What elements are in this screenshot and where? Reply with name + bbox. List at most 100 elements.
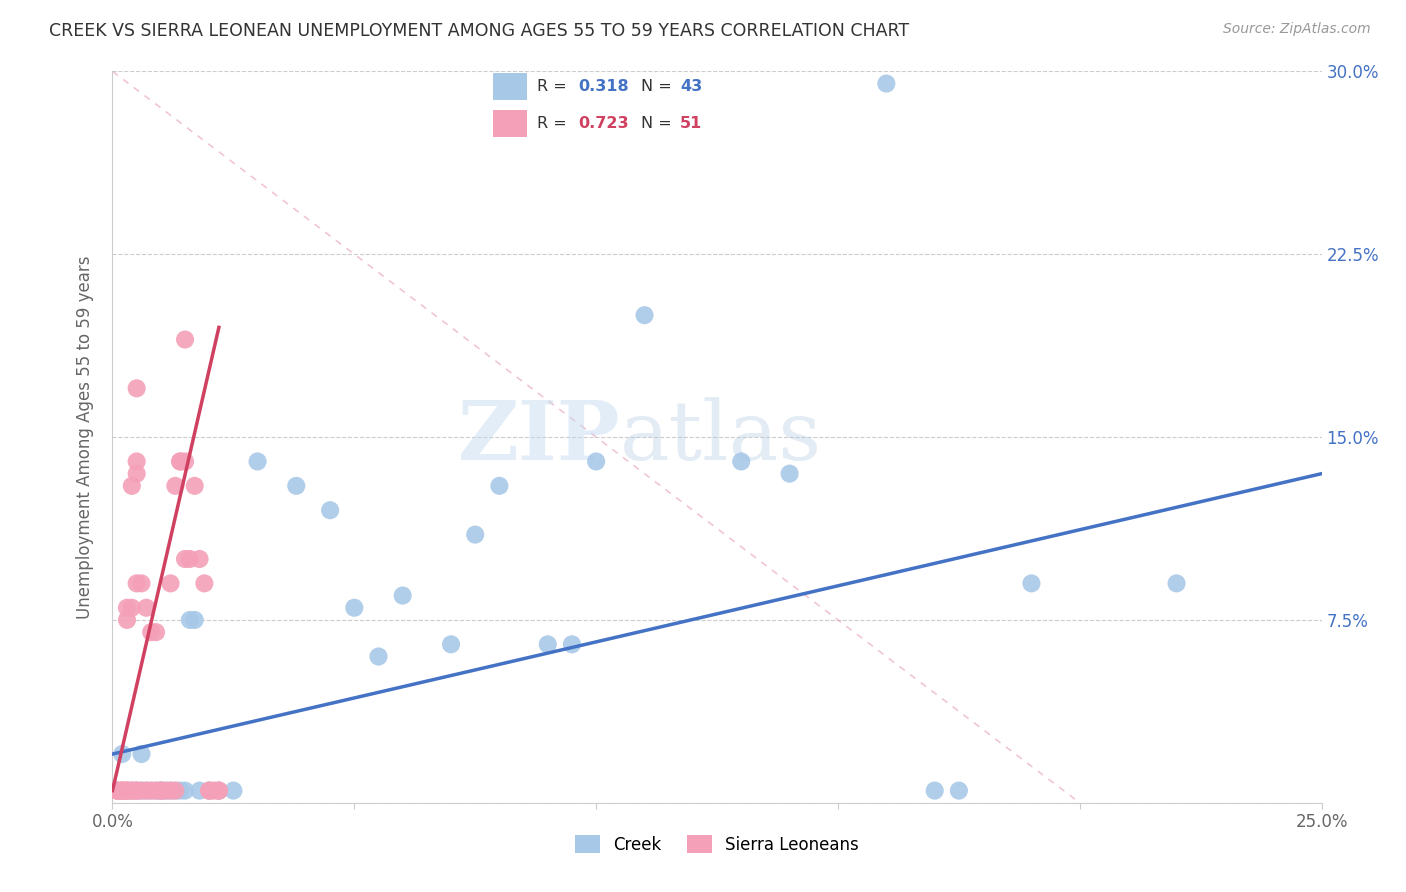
Point [159,783,181,797]
Point [115,783,138,797]
Point [149,783,172,797]
Point [165,783,187,797]
Point [367,649,389,664]
Y-axis label: Unemployment Among Ages 55 to 59 years: Unemployment Among Ages 55 to 59 years [76,255,94,619]
Point [188,783,211,797]
Point [208,783,231,797]
Point [174,552,197,566]
Point [125,783,148,797]
Point [585,454,607,468]
Text: atlas: atlas [620,397,823,477]
Point [105,783,128,797]
Point [165,783,187,797]
Legend: Creek, Sierra Leoneans: Creek, Sierra Leoneans [568,829,866,860]
Point [1166,576,1188,591]
Point [105,783,128,797]
Point [125,783,148,797]
Point [135,600,157,615]
Point [125,783,148,797]
Point [105,783,128,797]
Point [115,783,138,797]
Point [188,552,211,566]
Point [131,576,153,591]
FancyBboxPatch shape [494,72,527,100]
Point [121,600,143,615]
Point [145,625,167,640]
Point [135,783,157,797]
Point [141,783,163,797]
Point [169,454,191,468]
Point [149,783,172,797]
Point [111,783,134,797]
Point [174,783,197,797]
Point [111,783,134,797]
Point [875,77,897,91]
Point [174,454,197,468]
Text: Source: ZipAtlas.com: Source: ZipAtlas.com [1223,22,1371,37]
Point [198,783,221,797]
Point [159,783,181,797]
Point [174,333,197,347]
Point [222,783,245,797]
Point [440,637,463,651]
Point [131,783,153,797]
Text: 43: 43 [681,78,703,94]
Text: ZIP: ZIP [458,397,620,477]
Point [169,454,191,468]
Point [125,467,148,481]
Point [537,637,560,651]
Point [111,783,134,797]
Text: N =: N = [641,116,678,131]
Point [319,503,342,517]
Point [343,600,366,615]
Point [202,783,225,797]
Point [633,308,655,322]
Point [285,479,308,493]
Point [183,613,205,627]
Point [111,783,134,797]
Text: R =: R = [537,116,572,131]
Point [1021,576,1043,591]
Point [948,783,970,797]
Point [131,783,153,797]
Point [125,454,148,468]
Point [145,783,167,797]
Point [179,552,201,566]
Point [924,783,946,797]
Point [561,637,583,651]
Point [115,600,138,615]
Point [464,527,486,541]
Point [115,613,138,627]
Point [125,381,148,395]
Point [183,479,205,493]
Text: R =: R = [537,78,572,94]
Point [105,783,128,797]
Point [391,589,413,603]
Point [149,783,172,797]
Point [141,783,163,797]
Point [198,783,221,797]
Point [155,783,177,797]
Point [246,454,269,468]
Point [779,467,801,481]
Point [730,454,752,468]
Text: 0.318: 0.318 [579,78,630,94]
Point [208,783,231,797]
Text: CREEK VS SIERRA LEONEAN UNEMPLOYMENT AMONG AGES 55 TO 59 YEARS CORRELATION CHART: CREEK VS SIERRA LEONEAN UNEMPLOYMENT AMO… [49,22,910,40]
Point [131,747,153,761]
Point [165,479,187,493]
Point [169,783,191,797]
Text: 0.723: 0.723 [579,116,630,131]
Point [141,625,163,640]
Point [121,783,143,797]
Point [115,783,138,797]
Point [198,783,221,797]
Point [159,576,181,591]
Point [145,783,167,797]
Point [135,783,157,797]
Point [155,783,177,797]
Point [121,783,143,797]
Text: 51: 51 [681,116,703,131]
Point [121,783,143,797]
Point [115,783,138,797]
